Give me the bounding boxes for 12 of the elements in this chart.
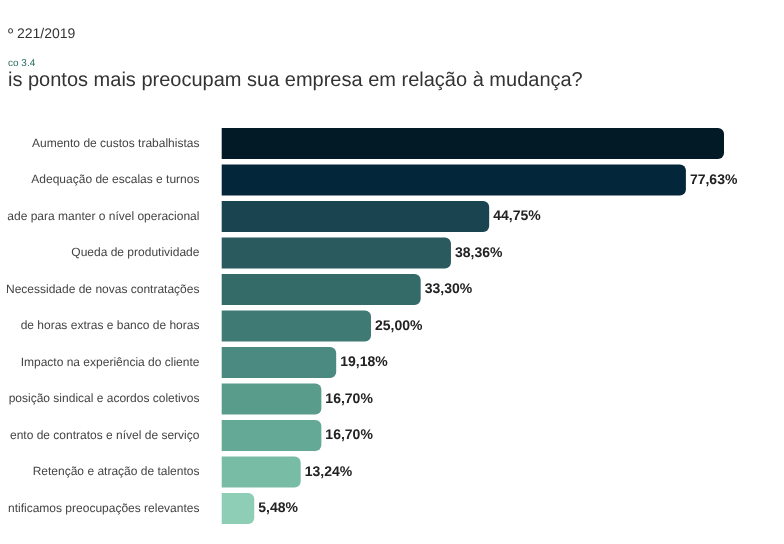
bar <box>221 383 322 415</box>
bar <box>221 273 421 306</box>
bar <box>221 456 301 488</box>
bar <box>221 493 255 525</box>
bar <box>221 237 451 269</box>
bar <box>221 200 490 232</box>
bar <box>221 310 372 342</box>
bar <box>221 346 337 379</box>
bar <box>221 127 724 159</box>
chart-title: is pontos mais preocupam sua empresa em relação à mudança? <box>8 70 583 92</box>
bar <box>221 420 322 452</box>
bar <box>221 164 686 196</box>
